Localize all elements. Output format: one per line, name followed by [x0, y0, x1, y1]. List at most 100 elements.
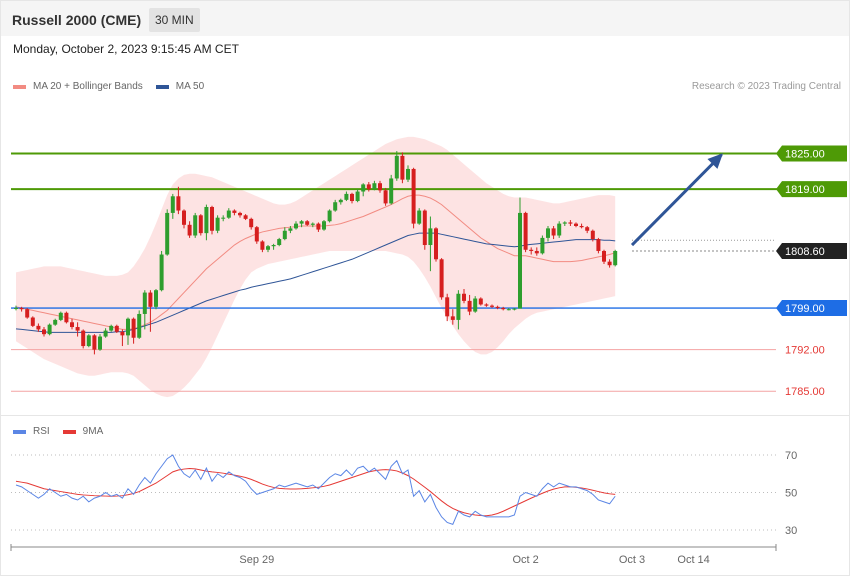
x-tick-label: Oct 2 — [512, 554, 538, 566]
level-label-1808.60: 1808.60 — [785, 246, 825, 258]
x-tick-label: Sep 29 — [239, 554, 274, 566]
candle-body — [557, 223, 562, 236]
ma50-line — [15, 232, 616, 333]
candle — [473, 296, 478, 313]
candle-body — [294, 223, 298, 229]
candle — [327, 209, 332, 223]
candle — [546, 226, 550, 242]
rsi-tick-label-30: 30 — [785, 525, 797, 537]
candle-body — [53, 319, 58, 325]
candle — [501, 306, 506, 311]
legend-label: 9MA — [82, 426, 104, 437]
candle-body — [327, 210, 332, 222]
candle — [58, 311, 63, 322]
legend-swatch — [13, 84, 26, 89]
candle-body — [490, 305, 494, 307]
level-label-1799.00: 1799.00 — [785, 303, 825, 315]
candle — [294, 221, 298, 230]
candle — [170, 193, 175, 219]
candle — [450, 309, 455, 325]
candle-body — [260, 241, 265, 250]
candle — [406, 165, 410, 183]
candle-body — [193, 215, 198, 236]
candle — [53, 318, 58, 326]
candle-body — [322, 221, 326, 230]
candle-body — [456, 293, 461, 320]
credit-text: Research © 2023 Trading Central — [691, 81, 841, 92]
candle-body — [495, 306, 500, 309]
candle — [316, 222, 321, 232]
candle — [568, 220, 573, 226]
candle-body — [406, 168, 410, 180]
candle-body — [613, 250, 618, 266]
candle — [277, 237, 282, 247]
candle — [344, 191, 349, 202]
candle-body — [187, 224, 192, 236]
candle-body — [305, 221, 310, 225]
candle — [103, 328, 108, 338]
candle-body — [518, 212, 522, 309]
level-label-1825.00: 1825.00 — [785, 148, 825, 160]
candle-body — [350, 193, 354, 202]
legend-swatch — [13, 429, 26, 434]
x-tick-label: Oct 3 — [619, 554, 645, 566]
candle-body — [445, 297, 450, 317]
candle — [86, 334, 91, 348]
candle — [81, 329, 86, 349]
candle-body — [596, 239, 601, 251]
legend-label: MA 20 + Bollinger Bands — [33, 81, 143, 92]
candle — [579, 223, 584, 229]
candle — [288, 226, 293, 234]
chart-header: Russell 2000 (CME) 30 MIN — [1, 1, 849, 36]
chart-datetime: Monday, October 2, 2023 9:15:45 AM CET — [13, 42, 239, 56]
candle-body — [484, 304, 489, 306]
candle — [120, 329, 125, 347]
candle-body — [310, 223, 315, 225]
candle-body — [422, 210, 427, 246]
candle-body — [467, 300, 472, 312]
candle — [64, 311, 69, 324]
candle-body — [574, 223, 578, 226]
candle-body — [271, 245, 276, 247]
candle-body — [109, 325, 114, 331]
candle — [254, 226, 259, 244]
candle — [243, 214, 248, 221]
candle — [574, 222, 578, 228]
candle — [534, 247, 539, 256]
candle-body — [361, 184, 366, 192]
timeframe-badge[interactable]: 30 MIN — [149, 8, 200, 32]
candle-body — [154, 290, 158, 307]
x-tick-label: Oct 14 — [677, 554, 709, 566]
candle — [204, 204, 209, 241]
candle-body — [378, 183, 382, 191]
candle — [271, 243, 276, 250]
rsi-legend: RSI 9MA — [13, 426, 116, 437]
candle — [445, 293, 450, 322]
candle — [523, 211, 528, 253]
candle — [19, 306, 24, 312]
candle-body — [450, 316, 455, 320]
candle — [394, 151, 399, 181]
candle — [422, 209, 427, 250]
candle-body — [170, 196, 175, 213]
candle — [389, 174, 394, 205]
legend-item-9ma: 9MA — [62, 426, 104, 437]
candle-body — [25, 309, 30, 318]
candle-body — [198, 215, 203, 234]
candle-body — [126, 318, 130, 336]
candle-body — [204, 206, 209, 234]
candle — [590, 229, 595, 242]
candle — [92, 334, 97, 355]
candle-body — [36, 325, 41, 330]
candle — [238, 211, 242, 218]
candle-body — [114, 325, 119, 332]
candle — [266, 245, 270, 253]
candle — [148, 290, 153, 332]
candle-body — [372, 183, 377, 190]
candle-body — [534, 250, 539, 254]
candle — [154, 289, 158, 310]
candle-body — [182, 210, 186, 225]
level-tag-1819.00 — [776, 181, 847, 198]
candle-body — [389, 178, 394, 204]
